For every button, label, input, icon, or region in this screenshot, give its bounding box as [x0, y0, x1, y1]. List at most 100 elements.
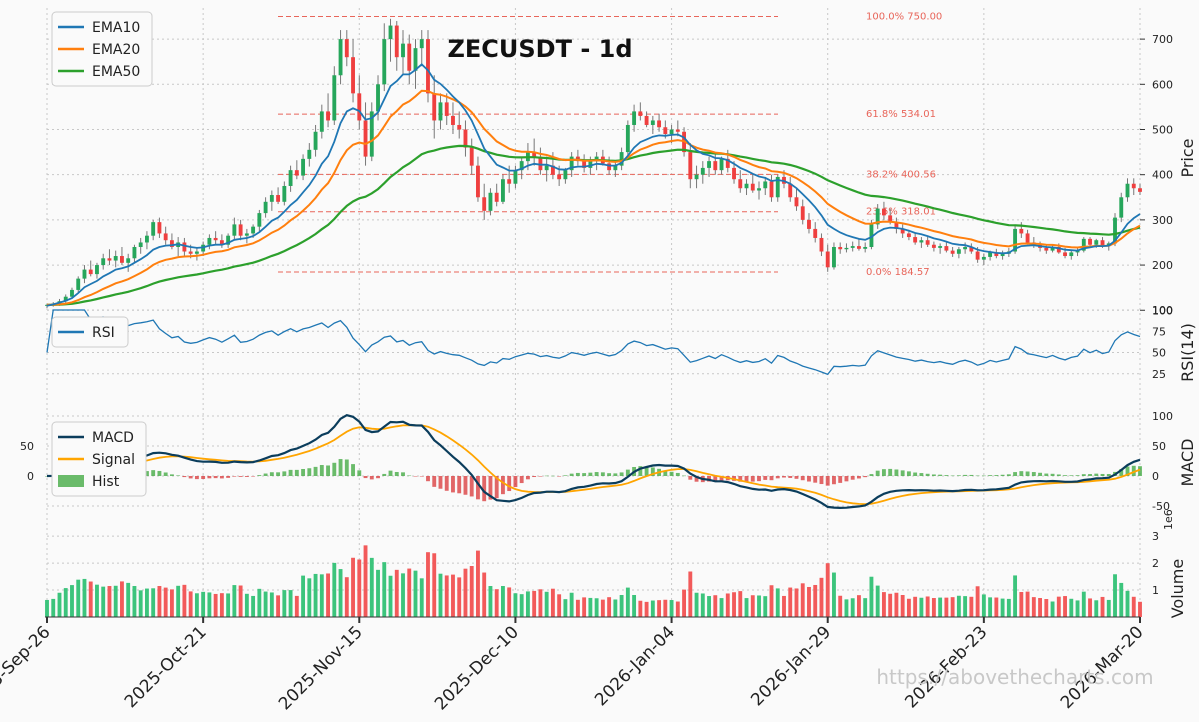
macd-hist-bar: [157, 470, 162, 476]
legends: EMA10 EMA20 EMA50 RSI MACD Signal Hist: [51, 11, 153, 497]
candle-body: [1044, 247, 1049, 251]
volume-bar: [288, 590, 293, 617]
x-tick-label: 2025-Sep-26: [0, 622, 55, 713]
candle-body: [669, 129, 674, 135]
candle-body: [351, 57, 355, 94]
volume-bar: [401, 573, 405, 617]
macd-hist-bar: [738, 476, 743, 482]
rsi-tick-label: 25: [1152, 368, 1166, 381]
volume-bar: [132, 586, 137, 617]
candle-body: [1113, 217, 1117, 244]
rsi-panel: [46, 309, 1141, 376]
macd-hist-bar: [807, 476, 811, 482]
volume-bar: [426, 552, 430, 617]
macd-hist-bar: [832, 476, 836, 485]
volume-bar: [488, 586, 493, 617]
macd-hist-bar: [1063, 475, 1067, 476]
volume-bar: [850, 598, 855, 617]
candle-body: [875, 208, 880, 225]
candle-body: [956, 249, 961, 254]
macd-hist-bar: [257, 475, 262, 476]
macd-hist-bar: [1000, 474, 1005, 476]
volume-bar: [351, 557, 355, 617]
volume-bar: [45, 599, 49, 617]
macd-hist-bar: [469, 476, 474, 497]
volume-bar: [1069, 598, 1074, 617]
macd-hist-bar: [151, 470, 156, 476]
volume-bar: [700, 593, 705, 617]
legend-label: EMA10: [92, 20, 140, 36]
candle-body: [819, 237, 824, 252]
candle-body: [950, 250, 955, 254]
volume-bar: [757, 595, 761, 617]
volume-bar: [88, 581, 93, 617]
vol-tick-label: 2: [1152, 557, 1159, 570]
candle-body: [482, 197, 487, 211]
legend-label: Signal: [92, 452, 135, 468]
candle-body: [794, 197, 799, 207]
candle-body: [432, 93, 437, 121]
macd-hist-bar: [1044, 473, 1049, 476]
candle-body: [625, 124, 630, 153]
macd-hist-bar: [600, 472, 605, 476]
macd-hist-bar: [301, 468, 306, 476]
volume-bar: [582, 597, 587, 617]
macd-hist-bar: [1100, 473, 1105, 476]
candle-body: [107, 258, 112, 261]
candle-body: [95, 265, 99, 275]
price-tick-label: 700: [1152, 33, 1173, 46]
volume-bar: [607, 597, 612, 617]
volume-bar: [363, 545, 368, 617]
volume-bar: [869, 576, 874, 617]
volume-bar: [201, 591, 206, 617]
candle-body: [369, 111, 374, 157]
candle-body: [163, 233, 168, 241]
volume-bar: [1013, 575, 1018, 617]
volume-bar: [825, 563, 830, 617]
volume-bar: [251, 595, 256, 617]
candle-body: [744, 183, 749, 189]
macd-hist-bar: [563, 475, 568, 476]
candle-body: [326, 111, 330, 121]
macd-hist-bar: [413, 476, 418, 477]
volume-bar: [101, 586, 106, 617]
macd-hist-bar: [963, 474, 968, 476]
volume-bar: [482, 572, 487, 617]
candle-body: [881, 208, 886, 216]
volume-bar: [276, 595, 281, 617]
rsi-tick-label: 100: [1152, 304, 1173, 317]
volume-bar: [513, 593, 518, 617]
volume-bar: [519, 594, 524, 617]
volume-bar: [769, 585, 774, 617]
volume-bar: [294, 595, 299, 617]
macd-hist-bar: [775, 476, 780, 479]
volume-bar: [113, 585, 118, 617]
volume-bar: [719, 598, 724, 617]
macd-hist-bar: [401, 472, 405, 476]
macd-hist-bar: [569, 473, 574, 476]
volume-panel: [45, 545, 1142, 617]
macd-hist-bar: [419, 476, 424, 477]
macd-hist-bar: [476, 476, 480, 500]
macd-legend: MACD Signal Hist: [51, 421, 147, 497]
candle-body: [725, 158, 730, 168]
volume-bar: [194, 593, 199, 617]
macd-hist-bar: [263, 473, 268, 476]
macd-hist-bar: [744, 476, 749, 482]
macd-hist-bar: [426, 476, 430, 482]
volume-bar: [313, 573, 318, 617]
candle-body: [1025, 233, 1030, 243]
price-axis-label: Price: [1178, 138, 1197, 177]
candle-body: [763, 181, 768, 189]
macd-hist-bar: [938, 474, 943, 476]
volume-bar: [688, 571, 693, 617]
candle-body: [113, 256, 118, 261]
volume-bar: [775, 588, 780, 617]
price-tick-label: 500: [1152, 123, 1173, 136]
volume-bar: [1131, 596, 1136, 617]
candle-body: [1138, 188, 1142, 192]
volume-bar: [138, 590, 143, 617]
macd-hist-bar: [238, 476, 243, 477]
volume-bar: [1038, 598, 1043, 617]
volume-bar: [894, 592, 899, 617]
